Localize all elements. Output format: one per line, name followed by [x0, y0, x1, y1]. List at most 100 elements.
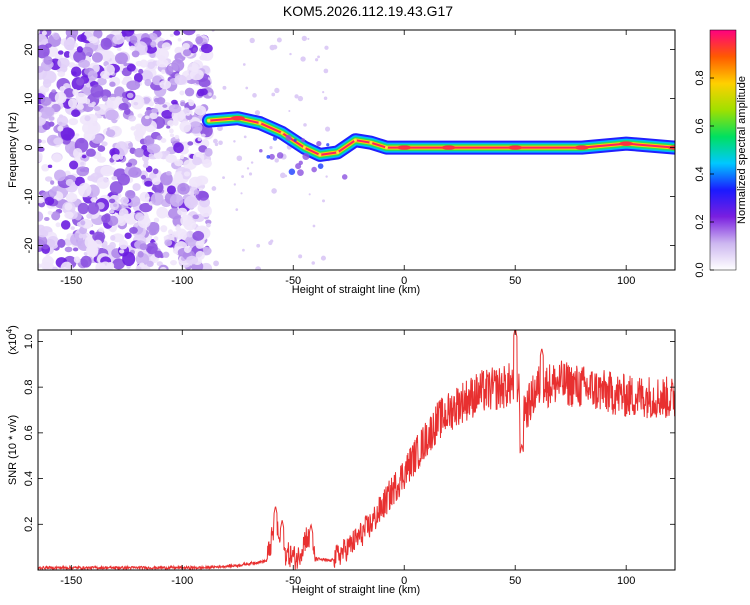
noise-blob — [73, 256, 81, 264]
noise-blob — [91, 101, 96, 106]
colorbar-tick-label: 0.0 — [694, 262, 706, 277]
noise-blob — [60, 261, 73, 270]
snr-x-label: Height of straight line (km) — [292, 584, 420, 596]
noise-blob — [132, 183, 141, 191]
noise-blob — [205, 219, 212, 225]
noise-blob — [129, 227, 138, 234]
y-tick-label: 1.0 — [23, 334, 35, 349]
noise-speck — [250, 161, 254, 164]
colorbar-tick-label: 0.2 — [694, 214, 706, 229]
noise-blob — [169, 33, 174, 37]
noise-speck — [241, 175, 245, 178]
ridge-point — [318, 153, 322, 157]
noise-blob — [117, 47, 122, 51]
snr-frame — [37, 329, 676, 571]
noise-blob — [148, 32, 158, 41]
noise-blob — [93, 106, 101, 112]
noise-speck — [308, 193, 311, 196]
noise-blob — [38, 153, 43, 163]
noise-blob — [198, 187, 204, 192]
noise-blob — [139, 262, 145, 268]
noise-blob — [69, 160, 79, 170]
noise-blob — [131, 94, 145, 110]
noise-blob — [38, 111, 42, 117]
noise-blob — [165, 171, 172, 176]
noise-blob — [179, 120, 192, 133]
noise-blob — [128, 30, 134, 33]
noise-speck — [211, 186, 217, 191]
noise-blob — [74, 133, 80, 137]
colorbar: 0.0 0.2 0.4 0.6 0.8 Normalized spectral ampl… — [694, 29, 748, 278]
noise-speck — [242, 248, 245, 252]
ridge-point — [397, 145, 412, 150]
y-tick-label: -20 — [23, 238, 35, 254]
noise-speck — [222, 85, 227, 90]
noise-blob — [174, 74, 187, 86]
noise-blob — [80, 255, 92, 268]
noise-speck — [213, 138, 218, 144]
noise-blob — [143, 160, 149, 165]
noise-blob — [109, 81, 116, 87]
noise-blob — [106, 96, 120, 110]
noise-blob — [112, 154, 121, 161]
noise-speck — [249, 37, 255, 44]
noise-blob — [171, 99, 178, 105]
noise-blob — [90, 197, 97, 203]
noise-blob — [100, 165, 115, 177]
noise-blob — [139, 202, 153, 213]
noise-blob — [75, 92, 87, 105]
noise-blob — [86, 244, 99, 258]
noise-blob — [133, 222, 139, 227]
noise-speck — [280, 172, 286, 179]
noise-blob — [156, 261, 163, 267]
noise-blob — [91, 52, 103, 63]
noise-blob — [169, 133, 175, 138]
noise-blob — [140, 174, 147, 180]
noise-blob — [41, 244, 49, 250]
noise-blob — [84, 98, 91, 105]
noise-blob — [174, 159, 184, 167]
noise-blob — [71, 71, 77, 76]
ridge-scatter — [295, 163, 302, 170]
ridge-scatter — [288, 168, 296, 175]
noise-blob — [153, 97, 160, 103]
noise-blob — [173, 172, 184, 183]
noise-blob — [114, 52, 129, 65]
noise-blob — [83, 130, 96, 142]
noise-blob — [149, 112, 158, 120]
noise-blob — [80, 220, 86, 226]
noise-blob — [53, 137, 64, 146]
snr-x-ticks: -150 -100 -50 0 50 100 — [60, 330, 635, 587]
noise-blob — [192, 230, 205, 241]
noise-blob — [38, 263, 42, 269]
y-tick-label: 0.8 — [23, 379, 35, 394]
noise-blob — [156, 58, 169, 68]
noise-blob — [187, 141, 194, 146]
noise-blob — [150, 192, 164, 206]
noise-blob — [63, 38, 75, 51]
ridge-point — [353, 138, 357, 142]
ridge-point — [384, 146, 388, 150]
noise-blob — [87, 202, 99, 215]
noise-speck — [311, 261, 315, 265]
noise-blob — [157, 55, 166, 61]
noise-blob — [41, 30, 47, 36]
noise-speck — [312, 224, 316, 228]
noise-speck — [289, 52, 292, 56]
noise-speck — [248, 172, 253, 176]
noise-blob — [59, 85, 66, 93]
noise-blob — [146, 260, 154, 267]
noise-blob — [134, 147, 145, 158]
noise-blob — [68, 98, 78, 109]
noise-blob — [68, 62, 76, 68]
ridge-point — [207, 119, 211, 123]
noise-speck — [252, 93, 257, 98]
x-tick-label: 100 — [617, 275, 635, 287]
noise-speck — [269, 145, 273, 150]
ridge-point — [336, 150, 340, 154]
noise-blob — [137, 251, 144, 258]
noise-blob — [153, 236, 159, 241]
noise-blob — [173, 30, 181, 36]
noise-blob — [40, 261, 50, 270]
ridge-scatter — [276, 152, 284, 159]
